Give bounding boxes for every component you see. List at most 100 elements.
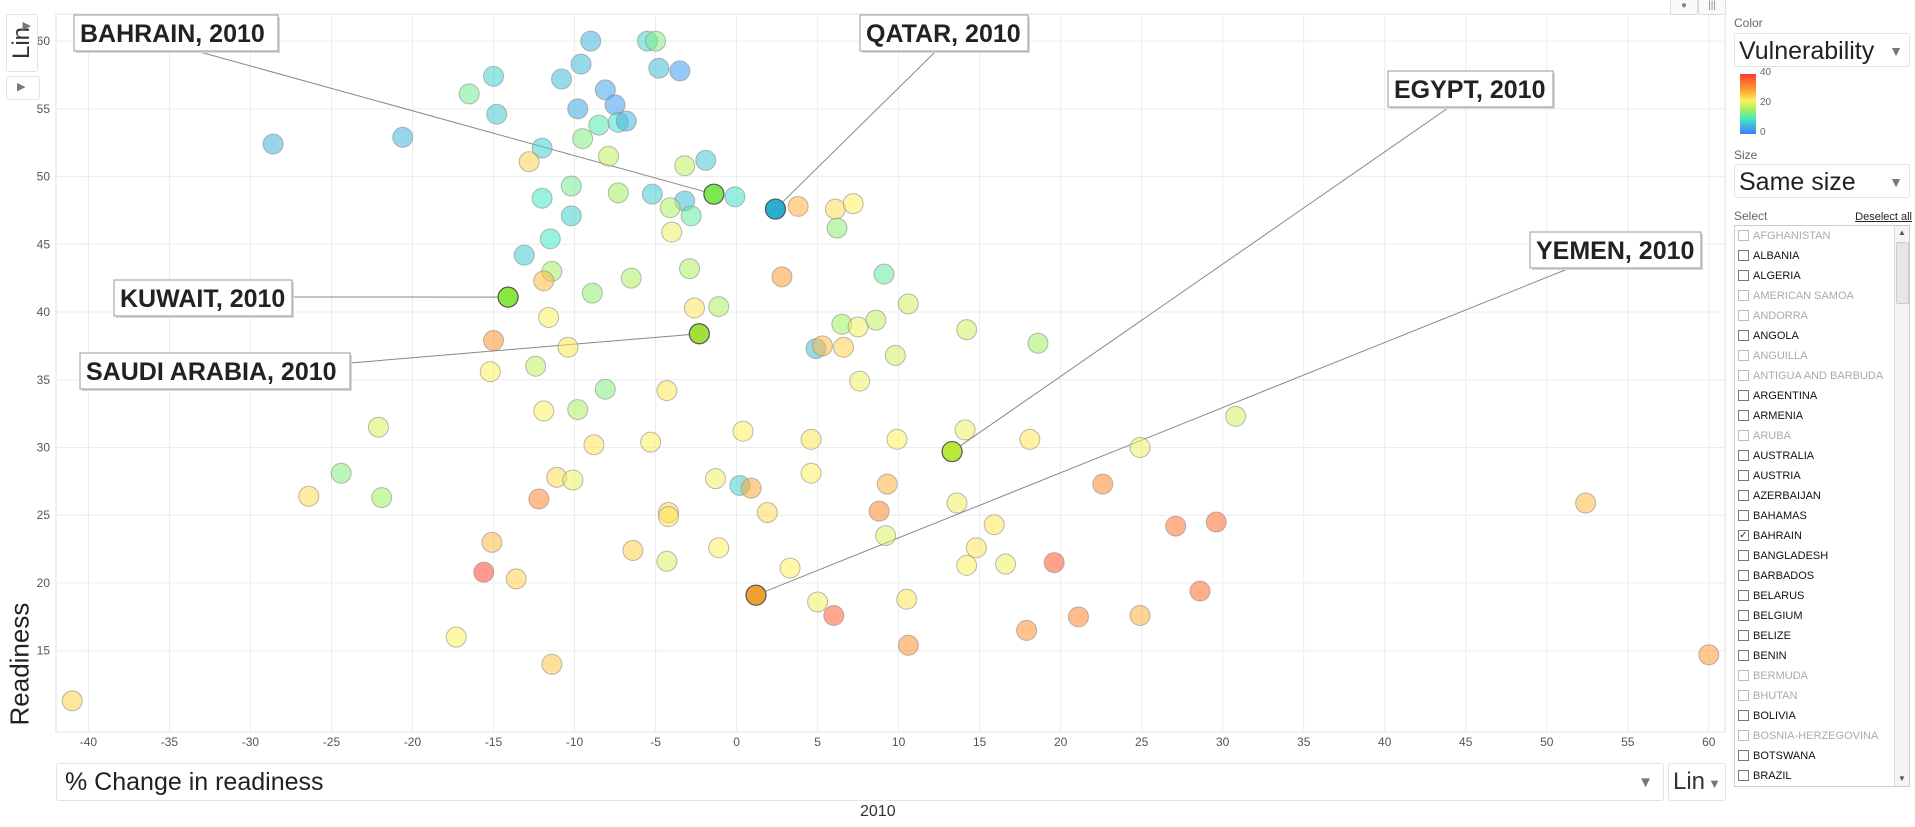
country-item[interactable]: AMERICAN SAMOA [1735,286,1895,306]
country-checkbox[interactable]: ✓ [1738,530,1749,541]
data-point[interactable] [505,568,527,590]
data-point[interactable] [849,370,871,392]
country-item[interactable]: ALBANIA [1735,246,1895,266]
highlighted-point[interactable] [497,286,519,308]
data-point[interactable] [641,183,663,205]
data-point[interactable] [897,634,919,656]
country-checkbox[interactable] [1738,730,1749,741]
data-point[interactable] [483,65,505,87]
data-point[interactable] [567,98,589,120]
data-point[interactable] [656,550,678,572]
country-item[interactable]: BOTSWANA [1735,746,1895,766]
data-point[interactable] [581,282,603,304]
country-item[interactable]: BANGLADESH [1735,546,1895,566]
data-point[interactable] [1189,580,1211,602]
data-point[interactable] [539,228,561,250]
data-point[interactable] [518,151,540,173]
size-select[interactable]: Same size ▼ [1734,164,1910,198]
data-point[interactable] [800,462,822,484]
data-point[interactable] [557,336,579,358]
data-point[interactable] [800,428,822,450]
country-item[interactable]: BAHAMAS [1735,506,1895,526]
country-item[interactable]: AZERBAIJAN [1735,486,1895,506]
data-point[interactable] [956,554,978,576]
country-checkbox[interactable] [1738,330,1749,341]
data-point[interactable] [875,525,897,547]
country-item[interactable]: BELGIUM [1735,606,1895,626]
highlighted-point[interactable] [745,584,767,606]
data-point[interactable] [833,336,855,358]
data-point[interactable] [680,205,702,227]
data-point[interactable] [876,473,898,495]
data-point[interactable] [473,561,495,583]
data-point[interactable] [724,186,746,208]
data-point[interactable] [1129,604,1151,626]
country-checkbox[interactable] [1738,770,1749,781]
country-item[interactable]: ALGERIA [1735,266,1895,286]
data-point[interactable] [1698,644,1720,666]
data-point[interactable] [847,316,869,338]
callout-box[interactable] [79,352,351,390]
highlighted-point[interactable] [941,440,963,463]
country-checkbox[interactable] [1738,310,1749,321]
data-point[interactable] [598,145,620,167]
country-item[interactable]: BELARUS [1735,586,1895,606]
data-point[interactable] [525,355,547,377]
data-point[interactable] [897,293,919,315]
data-point[interactable] [868,500,890,522]
data-point[interactable] [479,361,501,383]
data-point[interactable] [740,477,762,499]
country-item[interactable]: BERMUDA [1735,666,1895,686]
country-item[interactable]: BARBADOS [1735,566,1895,586]
data-point[interactable] [669,60,691,82]
color-select[interactable]: Vulnerability ▼ [1734,33,1910,67]
data-point[interactable] [541,653,563,675]
callout-box[interactable] [1529,231,1702,269]
data-point[interactable] [481,531,503,553]
data-point[interactable] [392,126,414,148]
country-checkbox[interactable] [1738,490,1749,501]
data-point[interactable] [531,137,553,159]
country-item[interactable]: BOSNIA-HERZEGOVINA [1735,726,1895,746]
country-item[interactable]: AUSTRIA [1735,466,1895,486]
data-point[interactable] [620,267,642,289]
country-checkbox[interactable] [1738,410,1749,421]
data-point[interactable] [659,197,681,219]
data-point[interactable] [842,193,864,215]
data-point[interactable] [367,416,389,438]
data-point[interactable] [704,468,726,490]
country-checkbox[interactable] [1738,390,1749,401]
country-item[interactable]: BRAZIL [1735,766,1895,786]
data-point[interactable] [262,133,284,155]
data-point[interactable] [560,205,582,227]
data-point[interactable] [873,263,895,285]
data-point[interactable] [531,187,553,209]
data-point[interactable] [674,155,696,177]
country-item[interactable]: BHUTAN [1735,686,1895,706]
data-point[interactable] [528,488,550,510]
list-scrollbar[interactable]: ▲ ▼ [1894,226,1909,786]
highlighted-point[interactable] [703,183,725,205]
callout-box[interactable] [859,14,1029,52]
data-point[interactable] [956,319,978,341]
x-scale-button[interactable]: Lin ▼ [1668,763,1726,801]
data-point[interactable] [811,335,833,357]
country-item[interactable]: ANDORRA [1735,306,1895,326]
data-point[interactable] [622,539,644,561]
data-point[interactable] [983,514,1005,536]
data-point[interactable] [61,690,83,712]
data-point[interactable] [594,79,616,101]
data-point[interactable] [1225,405,1247,427]
data-point[interactable] [884,344,906,366]
data-point[interactable] [1019,428,1041,450]
country-item[interactable]: AUSTRALIA [1735,446,1895,466]
y-options-button[interactable]: ▶ [6,76,40,100]
country-item[interactable]: ✓ BAHRAIN [1735,526,1895,546]
data-point[interactable] [645,30,667,52]
data-point[interactable] [1067,606,1089,628]
data-point[interactable] [823,604,845,626]
data-point[interactable] [965,537,987,559]
country-item[interactable]: ARUBA [1735,426,1895,446]
data-point[interactable] [865,309,887,331]
data-point[interactable] [567,399,589,421]
